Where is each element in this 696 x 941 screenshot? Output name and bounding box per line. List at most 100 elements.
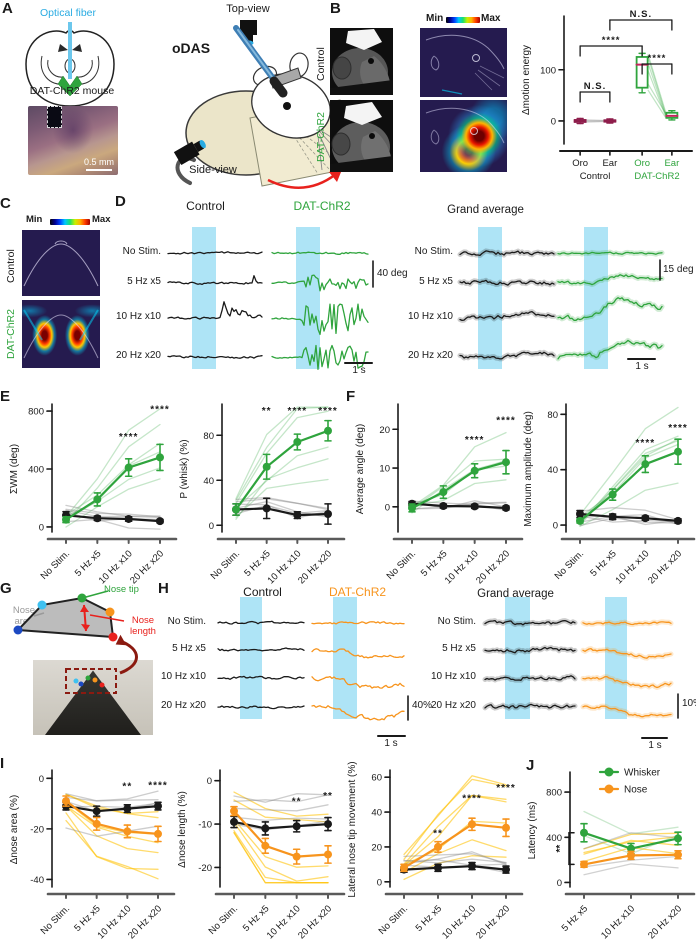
landmark-dot: [105, 607, 115, 617]
row-label: 5 Hz x5: [172, 643, 206, 654]
row-label: No Stim.: [437, 616, 476, 627]
svg-text:****: ****: [668, 423, 688, 434]
fiber-ferrule: [269, 76, 288, 98]
svg-text:Latency (ms): Latency (ms): [527, 802, 538, 860]
svg-text:20 Hz x20: 20 Hz x20: [128, 548, 166, 584]
row-label: No Stim.: [414, 246, 453, 257]
panel-f-label: F: [346, 388, 356, 405]
svg-text:20 Hz x20: 20 Hz x20: [296, 548, 334, 584]
row-label: 5 Hz x5: [419, 276, 453, 287]
mouse-eye: [283, 102, 291, 110]
svg-text:5 Hz x5: 5 Hz x5: [588, 548, 619, 579]
svg-text:Control: Control: [580, 171, 611, 182]
min-label: Min: [26, 214, 43, 225]
panel-i-label: I: [0, 755, 5, 772]
svg-text:No Stim.: No Stim.: [207, 903, 241, 937]
svg-text:100: 100: [540, 65, 556, 76]
svg-text:40: 40: [203, 476, 214, 487]
svg-text:****: ****: [496, 415, 516, 426]
svg-text:****: ****: [602, 35, 621, 46]
svg-text:**: **: [555, 845, 566, 853]
svg-text:5 Hz x5: 5 Hz x5: [73, 548, 104, 579]
svg-text:**: **: [122, 782, 132, 793]
svg-text:Δnose area (%): Δnose area (%): [9, 795, 20, 865]
row-label: 20 Hz x20: [407, 350, 453, 361]
mouse-photo-dat: [330, 100, 393, 172]
svg-text:0: 0: [551, 116, 556, 127]
time-scale-label: 1 s: [648, 740, 662, 751]
motion-heatmap-dat: [420, 100, 507, 172]
dat-chr2-header: DAT-ChR2: [328, 585, 387, 599]
landmark-dot: [13, 625, 23, 635]
min-label: Min: [426, 13, 444, 24]
svg-text:20 Hz x20: 20 Hz x20: [474, 548, 512, 584]
svg-text:80: 80: [203, 431, 214, 442]
svg-text:Ear: Ear: [602, 158, 617, 169]
row-label: 10 Hz x10: [430, 671, 476, 682]
grand-average-header: Grand average: [477, 588, 554, 600]
max-label: Max: [92, 214, 111, 225]
row-label: 5 Hz x5: [127, 276, 161, 287]
y-scale-label: 40%: [412, 700, 433, 711]
svg-text:P (whisk) (%): P (whisk) (%): [179, 439, 190, 498]
svg-text:Oro: Oro: [572, 158, 588, 169]
whisker-heatmap-dat: [22, 300, 100, 368]
svg-text:40: 40: [547, 465, 558, 476]
nose-traces: [217, 597, 679, 739]
scale-bar-label: 0.5 mm: [83, 156, 114, 167]
svg-text:Whisker: Whisker: [624, 768, 661, 779]
control-row-label: Control: [5, 249, 17, 283]
svg-text:80: 80: [547, 410, 558, 421]
row-label: No Stim.: [167, 616, 206, 627]
svg-text:20 Hz x20: 20 Hz x20: [126, 903, 164, 939]
svg-text:5 Hz x5: 5 Hz x5: [414, 903, 445, 934]
landmark-dot: [37, 600, 47, 610]
whisker-traces: [167, 227, 665, 370]
max-label: Max: [481, 13, 501, 24]
y-scale-label: 15 deg: [663, 264, 694, 275]
svg-text:Maximum amplitude (deg): Maximum amplitude (deg): [523, 411, 534, 527]
svg-text:Nose: Nose: [624, 785, 648, 796]
svg-text:400: 400: [28, 465, 44, 476]
svg-text:20: 20: [371, 842, 382, 853]
svg-text:400: 400: [546, 833, 562, 844]
svg-text:****: ****: [648, 53, 667, 64]
panel-j-label: J: [526, 757, 535, 774]
svg-text:Δmotion energy: Δmotion energy: [521, 45, 532, 115]
nose-area-label: Nose area: [12, 605, 36, 627]
dat-chr2-row-label: DAT-ChR2: [5, 309, 17, 359]
svg-text:5 Hz x5: 5 Hz x5: [560, 903, 591, 934]
svg-text:****: ****: [119, 432, 139, 443]
chart-max-amplitude: 0 40 80 Maximum amplitude (deg) No Stim. 5 Hz…: [523, 403, 696, 584]
side-camera-icon: [173, 139, 206, 166]
time-scale-label: 1 s: [384, 738, 398, 749]
svg-text:Δnose length (%): Δnose length (%): [177, 791, 188, 868]
time-scale-label: 1 s: [352, 365, 366, 376]
colorbar: [50, 219, 90, 225]
svg-text:No Stim.: No Stim.: [39, 903, 73, 937]
svg-text:DAT-ChR2: DAT-ChR2: [634, 171, 679, 182]
panel-b-label: B: [330, 0, 341, 17]
svg-text:Lateral nose tip movement (%): Lateral nose tip movement (%): [347, 761, 358, 897]
svg-text:Oro: Oro: [634, 158, 650, 169]
svg-text:****: ****: [148, 780, 168, 791]
svg-text:5 Hz x5: 5 Hz x5: [72, 903, 103, 934]
svg-text:****: ****: [150, 405, 170, 416]
svg-text:0: 0: [39, 774, 44, 785]
svg-text:****: ****: [636, 438, 656, 449]
svg-text:20: 20: [379, 425, 390, 436]
svg-text:**: **: [292, 797, 302, 808]
svg-text:20 Hz x20: 20 Hz x20: [474, 903, 512, 939]
row-label: 5 Hz x5: [442, 643, 476, 654]
row-label: 20 Hz x20: [160, 700, 206, 711]
svg-text:No Stim.: No Stim.: [39, 548, 73, 582]
svg-text:Average angle (deg): Average angle (deg): [355, 424, 366, 514]
svg-text:5 Hz x5: 5 Hz x5: [241, 903, 272, 934]
mouse-line-label: DAT-ChR2 mouse: [29, 85, 115, 97]
svg-text:No Stim.: No Stim.: [209, 548, 243, 582]
svg-text:No Stim.: No Stim.: [553, 548, 587, 582]
